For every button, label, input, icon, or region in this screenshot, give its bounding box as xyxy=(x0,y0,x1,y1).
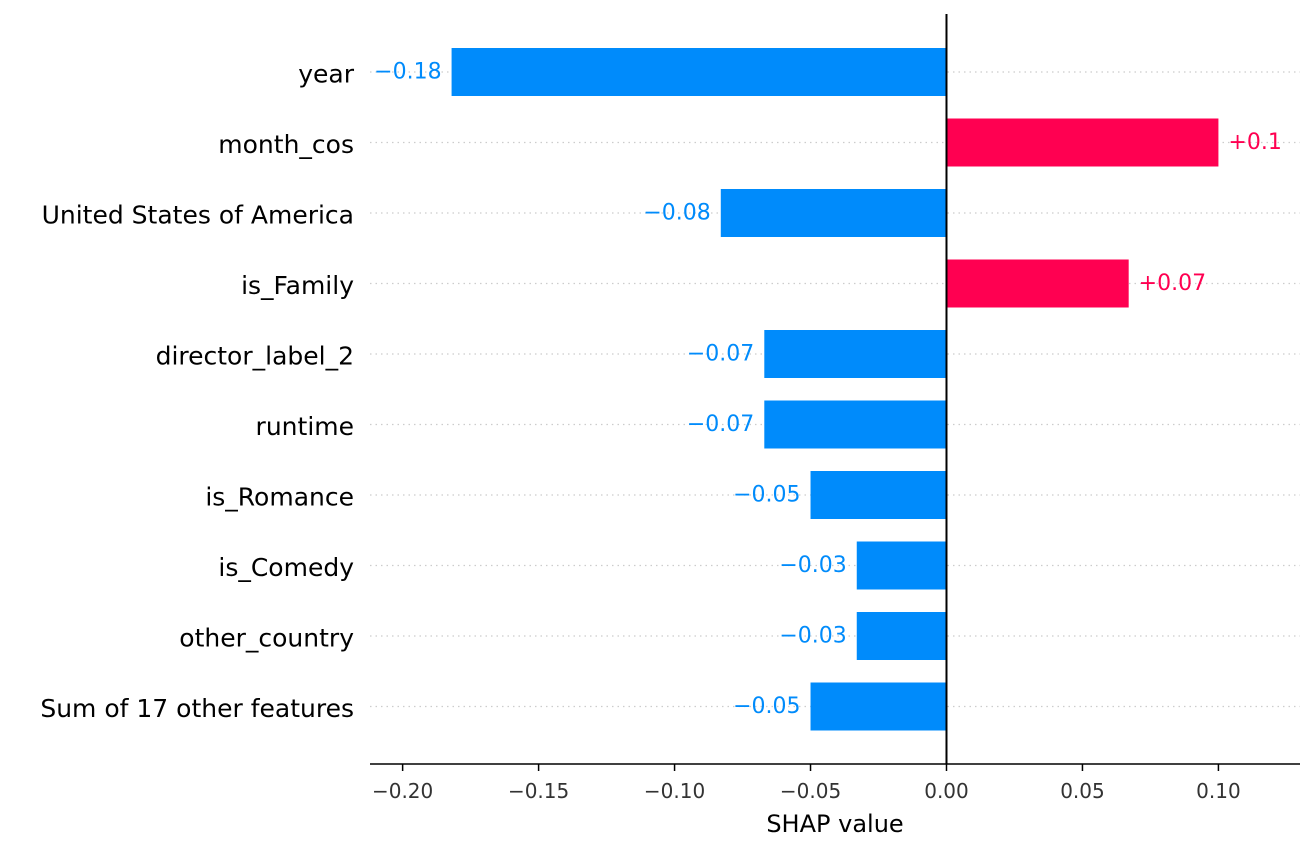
bar xyxy=(810,682,947,731)
feature-label: is_Comedy xyxy=(218,553,354,582)
bar xyxy=(451,48,947,96)
bar-value-label: −0.18 xyxy=(374,60,441,85)
bar-value-label: −0.05 xyxy=(733,694,800,719)
bar xyxy=(946,259,1129,308)
feature-label: director_label_2 xyxy=(156,342,354,371)
feature-label: year xyxy=(298,60,354,89)
feature-label: other_country xyxy=(179,624,354,653)
feature-labels: year month_cos United States of America is_… xyxy=(40,60,354,724)
feature-label: is_Family xyxy=(241,271,354,300)
bar-value-label: −0.03 xyxy=(779,624,846,649)
bar-value-label: +0.1 xyxy=(1228,130,1281,155)
bar-value-label: −0.05 xyxy=(733,483,800,508)
x-axis-ticks: −0.20 −0.15 −0.10 −0.05 0.00 0.05 0.10 xyxy=(372,764,1241,803)
x-tick-label: −0.15 xyxy=(508,779,569,803)
x-tick-label: −0.05 xyxy=(780,779,841,803)
bar-value-label: +0.07 xyxy=(1139,271,1206,296)
feature-label: is_Romance xyxy=(205,483,354,512)
value-labels: −0.18 +0.1 −0.08 +0.07 −0.07 −0.07 −0.05 −0.03 −… xyxy=(374,60,1282,720)
row-gridlines xyxy=(370,71,1300,708)
bar xyxy=(856,541,947,590)
bar xyxy=(720,189,947,237)
bar-value-label: −0.07 xyxy=(687,342,754,367)
x-tick-label: 0.10 xyxy=(1196,779,1241,803)
feature-label: month_cos xyxy=(218,130,354,159)
bar-value-label: −0.03 xyxy=(779,553,846,578)
bar xyxy=(856,612,947,660)
feature-label: runtime xyxy=(256,412,354,441)
bar-value-label: −0.07 xyxy=(687,412,754,437)
x-tick-label: −0.10 xyxy=(644,779,705,803)
bar xyxy=(764,400,947,449)
bars xyxy=(451,48,1219,731)
x-tick-label: −0.20 xyxy=(372,779,433,803)
bar-value-label: −0.08 xyxy=(643,201,710,226)
feature-label: Sum of 17 other features xyxy=(40,694,354,723)
x-tick-label: 0.05 xyxy=(1060,779,1105,803)
feature-label: United States of America xyxy=(42,201,354,230)
x-axis-title: SHAP value xyxy=(766,810,903,838)
bar xyxy=(946,118,1219,167)
bar xyxy=(810,471,947,519)
x-tick-label: 0.00 xyxy=(924,779,969,803)
bar xyxy=(764,330,947,378)
